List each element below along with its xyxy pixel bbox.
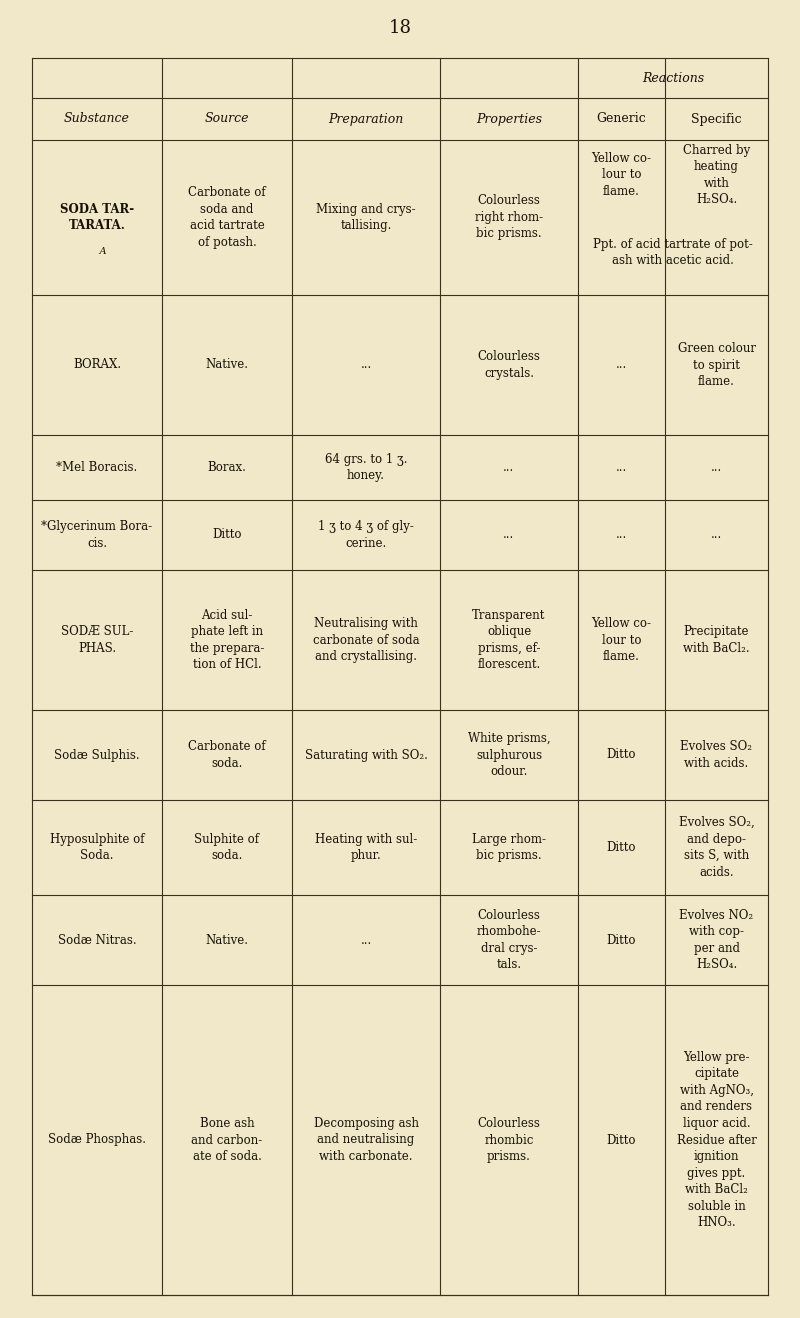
Text: Preparation: Preparation xyxy=(328,112,404,125)
Text: Ditto: Ditto xyxy=(606,841,636,854)
Text: Charred by
heating
with
H₂SO₄.: Charred by heating with H₂SO₄. xyxy=(683,144,750,206)
Text: Saturating with SO₂.: Saturating with SO₂. xyxy=(305,749,427,762)
Text: Native.: Native. xyxy=(206,358,249,372)
Text: *Glycerinum Bora-
cis.: *Glycerinum Bora- cis. xyxy=(42,521,153,550)
Text: Sodæ Phosphas.: Sodæ Phosphas. xyxy=(48,1133,146,1147)
Text: Sulphite of
soda.: Sulphite of soda. xyxy=(194,833,259,862)
Text: Neutralising with
carbonate of soda
and crystallising.: Neutralising with carbonate of soda and … xyxy=(313,617,419,663)
Text: Bone ash
and carbon-
ate of soda.: Bone ash and carbon- ate of soda. xyxy=(191,1116,262,1162)
Text: Decomposing ash
and neutralising
with carbonate.: Decomposing ash and neutralising with ca… xyxy=(314,1116,418,1162)
Text: Substance: Substance xyxy=(64,112,130,125)
Text: Transparent
oblique
prisms, ef-
florescent.: Transparent oblique prisms, ef- floresce… xyxy=(472,609,546,671)
Text: Evolves SO₂,
and depo-
sits S, with
acids.: Evolves SO₂, and depo- sits S, with acid… xyxy=(678,816,754,879)
Text: SODA TAR-
TARATA.: SODA TAR- TARATA. xyxy=(60,203,134,232)
Text: Ditto: Ditto xyxy=(606,933,636,946)
Text: Yellow pre-
cipitate
with AgNO₃,
and renders
liquor acid.
Residue after
ignition: Yellow pre- cipitate with AgNO₃, and ren… xyxy=(677,1050,757,1228)
Text: Mixing and crys-
tallising.: Mixing and crys- tallising. xyxy=(316,203,416,232)
Text: Green colour
to spirit
flame.: Green colour to spirit flame. xyxy=(678,341,755,387)
Text: Heating with sul-
phur.: Heating with sul- phur. xyxy=(315,833,417,862)
Text: Ditto: Ditto xyxy=(606,749,636,762)
Text: Sodæ Nitras.: Sodæ Nitras. xyxy=(58,933,136,946)
Text: Borax.: Borax. xyxy=(207,461,246,474)
Text: Ditto: Ditto xyxy=(606,1133,636,1147)
Text: 1 ʒ to 4 ʒ of gly-
cerine.: 1 ʒ to 4 ʒ of gly- cerine. xyxy=(318,521,414,550)
Text: Carbonate of
soda.: Carbonate of soda. xyxy=(188,741,266,770)
Text: Properties: Properties xyxy=(476,112,542,125)
Text: Sodæ Sulphis.: Sodæ Sulphis. xyxy=(54,749,140,762)
Text: Hyposulphite of
Soda.: Hyposulphite of Soda. xyxy=(50,833,144,862)
Text: Native.: Native. xyxy=(206,933,249,946)
Text: Evolves SO₂
with acids.: Evolves SO₂ with acids. xyxy=(681,741,753,770)
Text: Colourless
right rhom-
bic prisms.: Colourless right rhom- bic prisms. xyxy=(475,195,543,240)
Text: Yellow co-
lour to
flame.: Yellow co- lour to flame. xyxy=(591,152,651,198)
Text: ...: ... xyxy=(360,358,372,372)
Text: Colourless
rhombic
prisms.: Colourless rhombic prisms. xyxy=(478,1116,541,1162)
Text: ...: ... xyxy=(711,461,722,474)
Text: ...: ... xyxy=(616,529,627,542)
Text: Yellow co-
lour to
flame.: Yellow co- lour to flame. xyxy=(591,617,651,663)
Text: A: A xyxy=(87,246,106,256)
Text: Precipitate
with BaCl₂.: Precipitate with BaCl₂. xyxy=(683,625,750,655)
Text: Colourless
crystals.: Colourless crystals. xyxy=(478,351,541,380)
Text: SODÆ SUL-
PHAS.: SODÆ SUL- PHAS. xyxy=(61,625,133,655)
Text: ...: ... xyxy=(503,529,514,542)
Text: BORAX.: BORAX. xyxy=(73,358,121,372)
Text: Generic: Generic xyxy=(597,112,646,125)
Text: ...: ... xyxy=(360,933,372,946)
Text: White prisms,
sulphurous
odour.: White prisms, sulphurous odour. xyxy=(468,731,550,778)
Text: 64 grs. to 1 ʒ.
honey.: 64 grs. to 1 ʒ. honey. xyxy=(325,453,407,482)
Text: Colourless
rhombohe-
dral crys-
tals.: Colourless rhombohe- dral crys- tals. xyxy=(477,908,542,971)
Text: ...: ... xyxy=(503,461,514,474)
Text: Ditto: Ditto xyxy=(212,529,242,542)
Text: *Mel Boracis.: *Mel Boracis. xyxy=(56,461,138,474)
Text: Large rhom-
bic prisms.: Large rhom- bic prisms. xyxy=(472,833,546,862)
Text: Source: Source xyxy=(205,112,250,125)
Text: Specific: Specific xyxy=(691,112,742,125)
Text: Reactions: Reactions xyxy=(642,71,704,84)
Text: ...: ... xyxy=(616,461,627,474)
Text: Ppt. of acid tartrate of pot-
ash with acetic acid.: Ppt. of acid tartrate of pot- ash with a… xyxy=(593,237,753,268)
Text: Acid sul-
phate left in
the prepara-
tion of HCl.: Acid sul- phate left in the prepara- tio… xyxy=(190,609,264,671)
Text: Evolves NO₂
with cop-
per and
H₂SO₄.: Evolves NO₂ with cop- per and H₂SO₄. xyxy=(679,908,754,971)
Text: Carbonate of
soda and
acid tartrate
of potash.: Carbonate of soda and acid tartrate of p… xyxy=(188,186,266,249)
Text: 18: 18 xyxy=(389,18,411,37)
Text: ...: ... xyxy=(711,529,722,542)
Text: ...: ... xyxy=(616,358,627,372)
